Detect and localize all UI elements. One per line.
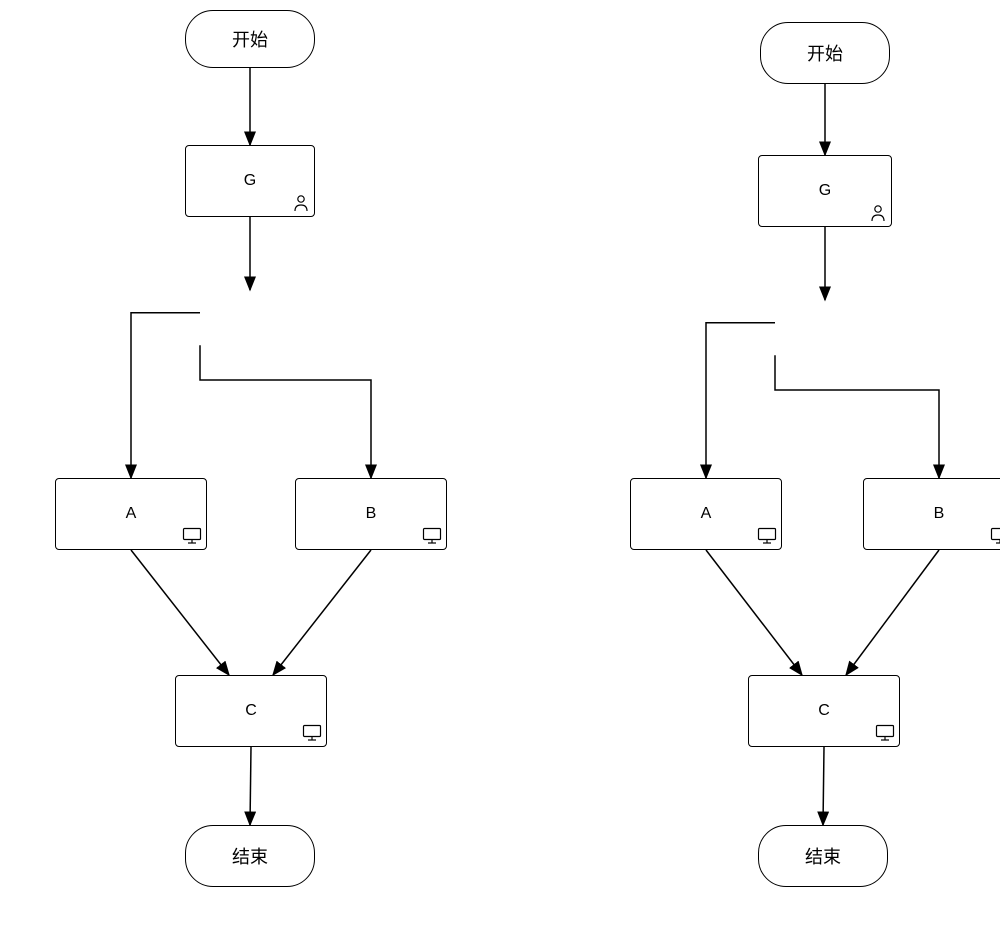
node-label: C bbox=[245, 702, 257, 720]
node-label: G bbox=[819, 182, 831, 200]
right-node-C: C bbox=[748, 675, 900, 747]
node-label: C bbox=[818, 702, 830, 720]
right-node-B: B bbox=[863, 478, 1000, 550]
node-label: B bbox=[934, 505, 945, 523]
diagram-canvas: 开始 G A B C 结束 开始 G A B C 结束 bbox=[0, 0, 1000, 952]
monitor-icon bbox=[302, 724, 322, 742]
node-label: A bbox=[126, 505, 137, 523]
monitor-icon bbox=[990, 527, 1000, 545]
right-node-start: 开始 bbox=[760, 22, 890, 84]
edges-layer bbox=[0, 0, 1000, 952]
left-node-C: C bbox=[175, 675, 327, 747]
left-node-A: A bbox=[55, 478, 207, 550]
node-label: A bbox=[701, 505, 712, 523]
right-node-G: G bbox=[758, 155, 892, 227]
monitor-icon bbox=[422, 527, 442, 545]
right-node-A: A bbox=[630, 478, 782, 550]
left-node-end: 结束 bbox=[185, 825, 315, 887]
monitor-icon bbox=[757, 527, 777, 545]
person-icon bbox=[292, 194, 310, 212]
person-icon bbox=[869, 204, 887, 222]
node-label: G bbox=[244, 172, 256, 190]
node-label: 结束 bbox=[805, 843, 841, 869]
left-node-start: 开始 bbox=[185, 10, 315, 68]
right-node-end: 结束 bbox=[758, 825, 888, 887]
monitor-icon bbox=[875, 724, 895, 742]
node-label: 结束 bbox=[232, 843, 268, 869]
node-label: B bbox=[366, 505, 377, 523]
left-node-B: B bbox=[295, 478, 447, 550]
monitor-icon bbox=[182, 527, 202, 545]
node-label: 开始 bbox=[232, 26, 268, 52]
left-node-G: G bbox=[185, 145, 315, 217]
node-label: 开始 bbox=[807, 40, 843, 66]
